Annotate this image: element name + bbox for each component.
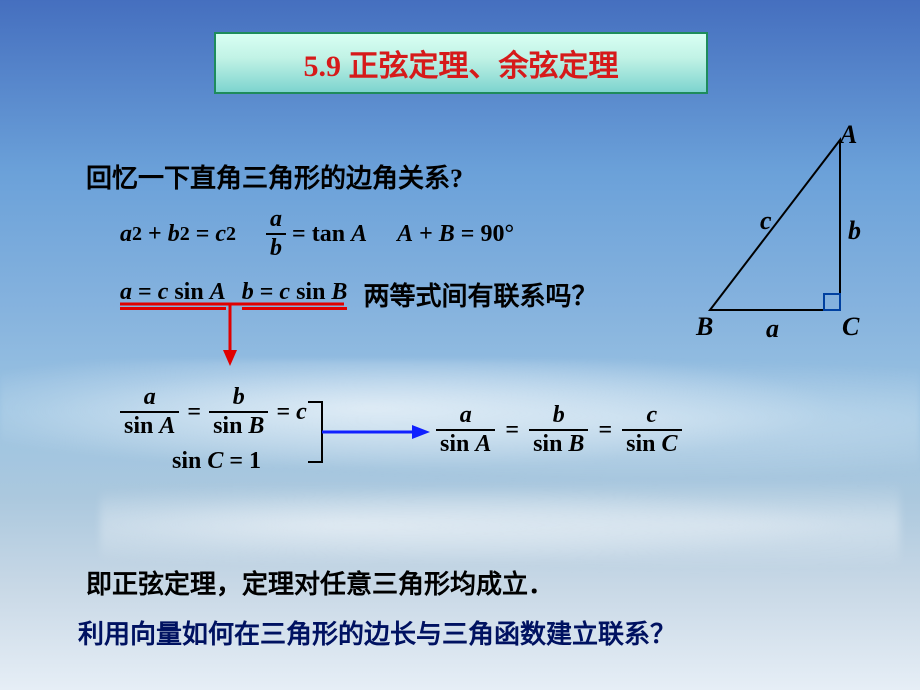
eq: = [505,417,519,444]
eq-pythagoras: a2 + b2 = c2 [120,221,236,248]
frac-a-sinA: a sin A [120,384,179,440]
num: a [436,402,495,429]
eq-sinC-1: sin C = 1 [172,448,261,475]
den: sin A [436,429,495,458]
num: b [209,384,268,411]
title-text: 5.9 正弦定理、余弦定理 [304,41,619,85]
tri-label-B: B [696,312,713,342]
tri-label-a: a [766,314,779,344]
tri-label-C: C [842,312,859,342]
connector-red-arrow [120,300,360,370]
title-box: 5.9 正弦定理、余弦定理 [214,32,708,94]
eq-anglesum: A + B = 90° [397,221,514,248]
den: sin B [209,411,268,440]
num: a [120,384,179,411]
frac-b-sinB: b sin B [209,384,268,440]
eq: = [598,417,612,444]
prompt-2: 两等式间有联系吗？ [363,276,597,313]
eq-eq-c: = c [276,399,306,426]
slide: 5.9 正弦定理、余弦定理 回忆一下直角三角形的边角关系? a2 + b2 = … [0,0,920,690]
frac-c-sinC-r: c sin C [622,402,681,458]
conclusion-2: 利用向量如何在三角形的边长与三角函数建立联系？ [78,614,676,651]
num: b [529,402,588,429]
connector-blue-arrow [304,392,434,478]
eq-sines-left: a sin A = b sin B = c [120,384,307,440]
prompt-1: 回忆一下直角三角形的边角关系? [86,158,463,195]
eq-sines-full: a sin A = b sin B = c sin C [436,402,682,458]
conclusion-1: 即正弦定理，定理对任意三角形均成立． [86,564,554,601]
frac-den: b [266,233,286,262]
num: c [622,402,681,429]
tri-label-c: c [760,206,772,236]
frac-num: a [266,206,286,233]
den: sin C [622,429,681,458]
den: sin B [529,429,588,458]
cloud-decor [100,480,900,570]
den: sin A [120,411,179,440]
eq-row-1: a2 + b2 = c2 a b = tan A A + B = 90° [120,206,514,262]
frac-b-sinB-r: b sin B [529,402,588,458]
eq-eq1: = [187,399,201,426]
triangle-figure: A B C c b a [700,120,880,340]
tri-label-A: A [840,120,857,150]
eq-tan: a b = tan A [266,206,367,262]
frac-a-sinA-r: a sin A [436,402,495,458]
tri-label-b: b [848,216,861,246]
